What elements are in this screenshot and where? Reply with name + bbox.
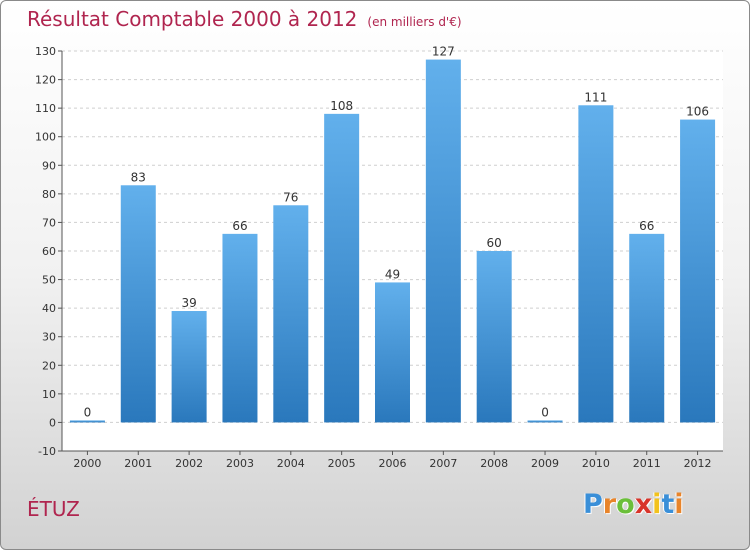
logo-letter: x [634,489,653,520]
x-tick-label: 2006 [379,457,407,470]
x-tick-label: 2007 [429,457,457,470]
bar [324,113,360,423]
bar [375,282,410,423]
bar [425,59,461,423]
x-tick-label: 2003 [226,457,254,470]
logo-letter: r [602,489,617,520]
proxiti-logo[interactable]: Proxiti [583,489,684,520]
y-tick-label: 90 [42,159,56,172]
data-label: 0 [84,405,92,419]
x-tick-label: 2010 [582,457,610,470]
chart-title-text: Résultat Comptable 2000 à 2012 [27,7,358,31]
data-label: 76 [283,190,298,204]
data-label: 108 [330,99,353,113]
y-tick-label: 60 [42,245,56,258]
y-tick-label: 10 [42,388,56,401]
y-tick-label: 120 [35,74,56,87]
place-name: ÉTUZ [27,497,80,521]
x-tick-label: 2011 [633,457,661,470]
x-tick-label: 2001 [124,457,152,470]
data-label: 83 [131,170,146,184]
bar [578,105,614,423]
x-tick-label: 2005 [328,457,356,470]
bar [680,119,716,423]
y-tick-label: 100 [35,131,56,144]
logo-letter: P [583,489,603,520]
x-tick-label: 2000 [73,457,101,470]
logo-letter: t [661,489,675,520]
bar [476,251,512,423]
bar [171,311,207,423]
y-tick-label: 50 [42,274,56,287]
y-tick-label: 70 [42,216,56,229]
chart-subtitle: (en milliers d'€) [367,15,462,29]
data-label: 39 [181,296,196,310]
y-tick-label: 20 [42,359,56,372]
logo-letter: i [674,489,684,520]
y-tick-label: 30 [42,331,56,344]
x-tick-label: 2012 [684,457,712,470]
x-tick-label: 2008 [480,457,508,470]
data-label: 106 [686,105,709,119]
data-label: 66 [639,219,654,233]
y-tick-label: 110 [35,102,56,115]
bar [222,233,258,423]
x-tick-label: 2002 [175,457,203,470]
y-tick-label: 80 [42,188,56,201]
y-tick-label: -10 [38,445,56,458]
bar [69,420,105,423]
bar [629,233,665,423]
logo-letter: o [616,489,635,520]
bar [273,205,309,423]
data-label: 127 [432,45,455,59]
y-tick-label: 0 [49,416,56,429]
y-tick-label: 130 [35,45,56,58]
bar [120,185,156,423]
x-tick-label: 2009 [531,457,559,470]
bar [527,420,563,423]
chart-title: Résultat Comptable 2000 à 2012 (en millie… [27,7,462,31]
logo-letter: i [652,489,662,520]
data-label: 0 [541,405,549,419]
data-label: 60 [487,236,502,250]
data-label: 49 [385,267,400,281]
x-tick-label: 2004 [277,457,305,470]
data-label: 66 [232,219,247,233]
data-label: 111 [584,90,607,104]
y-tick-label: 40 [42,302,56,315]
